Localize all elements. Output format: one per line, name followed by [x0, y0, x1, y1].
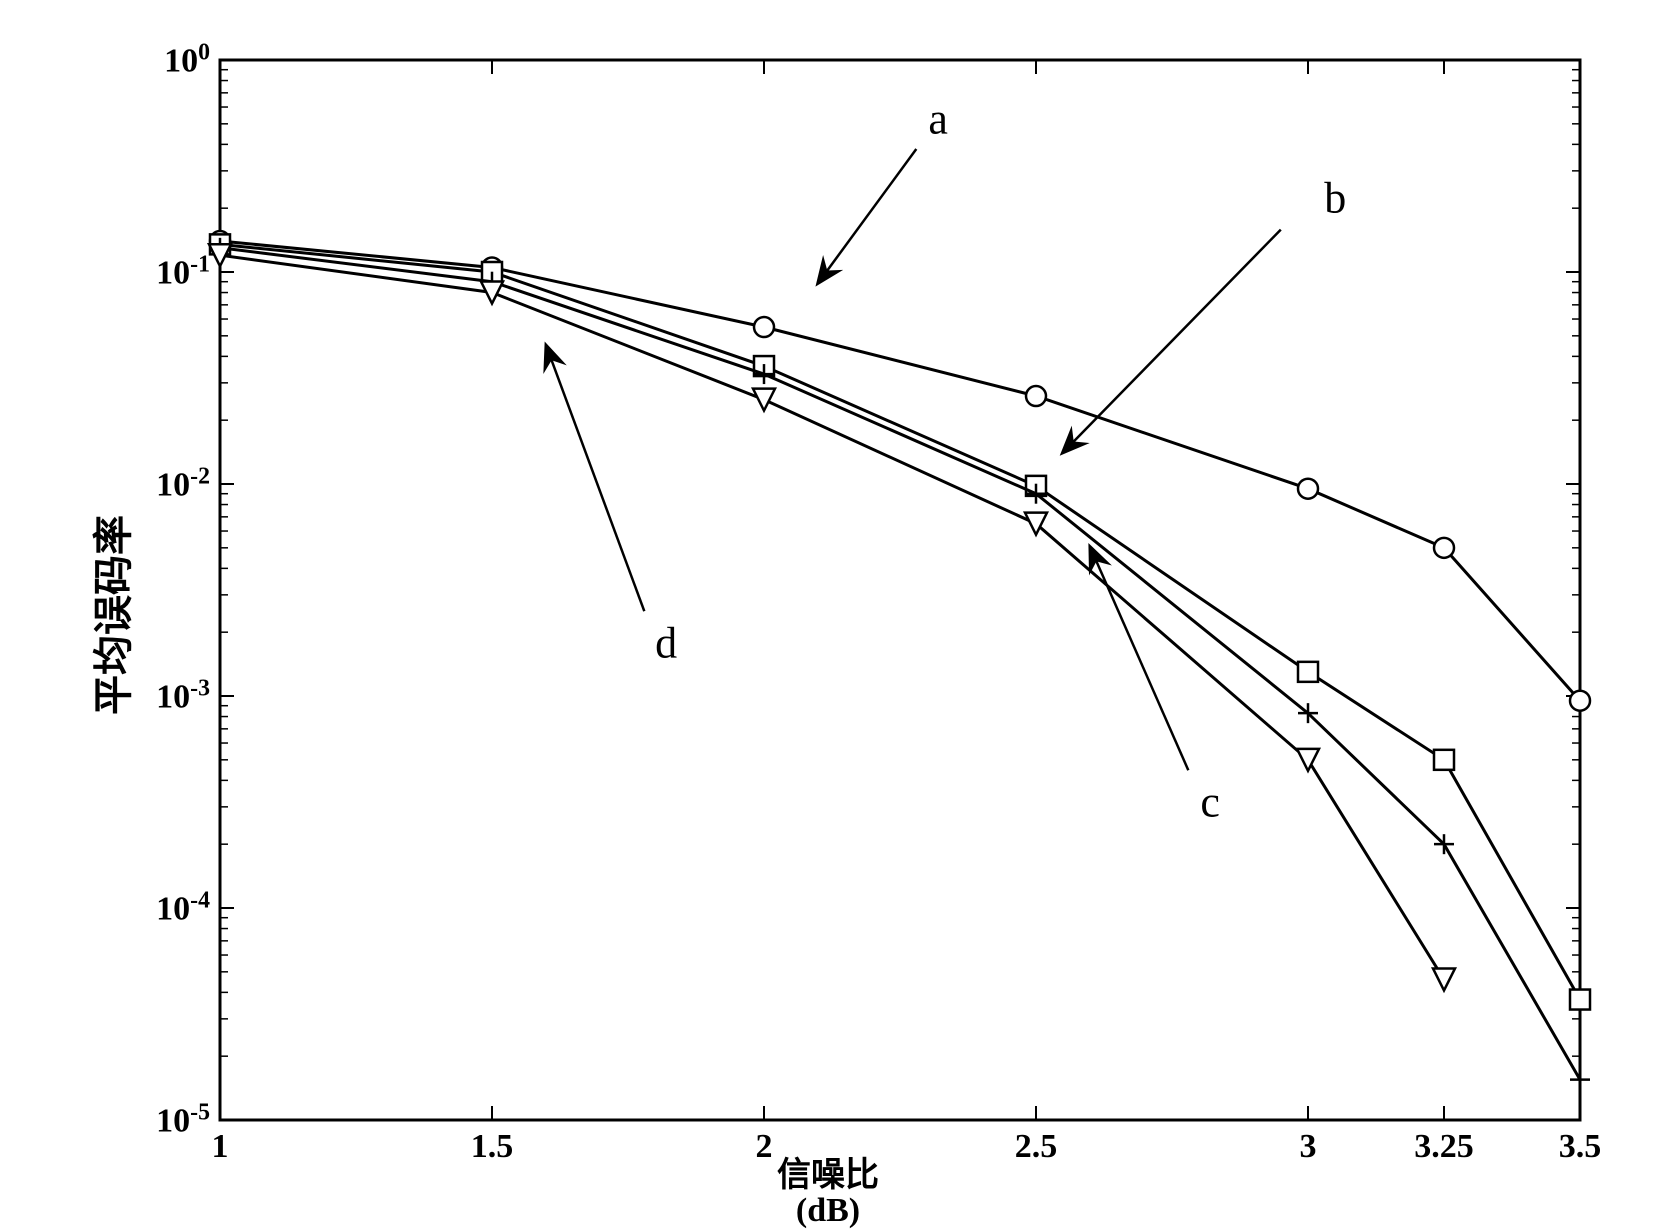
y-tick-label: 10-1 — [130, 251, 210, 292]
y-tick-label: 10-2 — [130, 463, 210, 504]
chart-container: 平均误码率 信噪比 (dB) 11.522.533.253.5 10010-11… — [0, 0, 1656, 1230]
series-label-c: c — [1200, 777, 1220, 828]
x-tick-label: 3.25 — [1414, 1128, 1474, 1166]
x-axis-label-bottom: (dB) — [796, 1192, 860, 1230]
series-a — [210, 231, 1590, 711]
y-tick-label: 10-3 — [130, 675, 210, 716]
y-tick-label: 10-4 — [130, 887, 210, 928]
x-tick-label: 2.5 — [1015, 1128, 1058, 1166]
y-tick-label: 10-5 — [130, 1099, 210, 1140]
y-tick-label: 100 — [130, 39, 210, 80]
series-label-a: a — [928, 94, 948, 145]
x-tick-label: 1 — [212, 1128, 229, 1166]
series-d — [209, 244, 1455, 990]
series-label-b: b — [1324, 172, 1346, 223]
x-axis-label-top: 信噪比 — [777, 1147, 879, 1196]
series-label-d: d — [655, 618, 677, 669]
chart-svg — [0, 0, 1656, 1230]
x-tick-label: 3.5 — [1559, 1128, 1602, 1166]
series-c — [210, 238, 1590, 1090]
x-tick-label: 3 — [1300, 1128, 1317, 1166]
x-tick-label: 1.5 — [471, 1128, 514, 1166]
x-tick-label: 2 — [756, 1128, 773, 1166]
series-b — [210, 234, 1590, 1009]
